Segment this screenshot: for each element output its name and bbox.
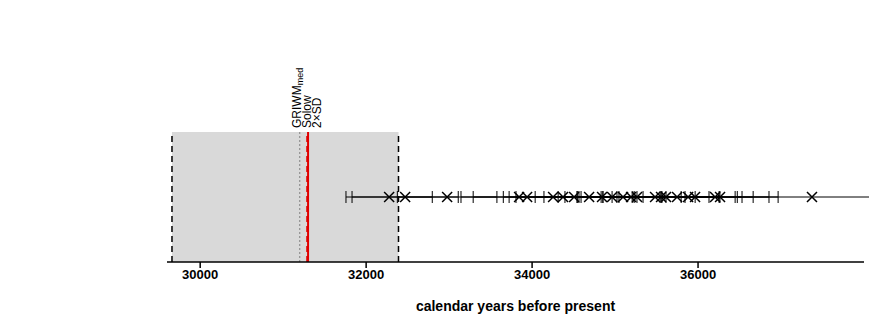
svg-text:2×SD: 2×SD [310, 97, 324, 128]
html-text:med: med [294, 67, 305, 86]
html-text:GRIWM: GRIWM [289, 85, 304, 128]
svg-text:Solow: Solow [300, 95, 315, 128]
svg-text:calendar years before present: calendar years before present [416, 298, 616, 314]
svg-text:34000: 34000 [514, 267, 550, 282]
svg-text:30000: 30000 [182, 267, 218, 282]
svg-text:36000: 36000 [680, 267, 716, 282]
svg-text:32000: 32000 [348, 267, 384, 282]
